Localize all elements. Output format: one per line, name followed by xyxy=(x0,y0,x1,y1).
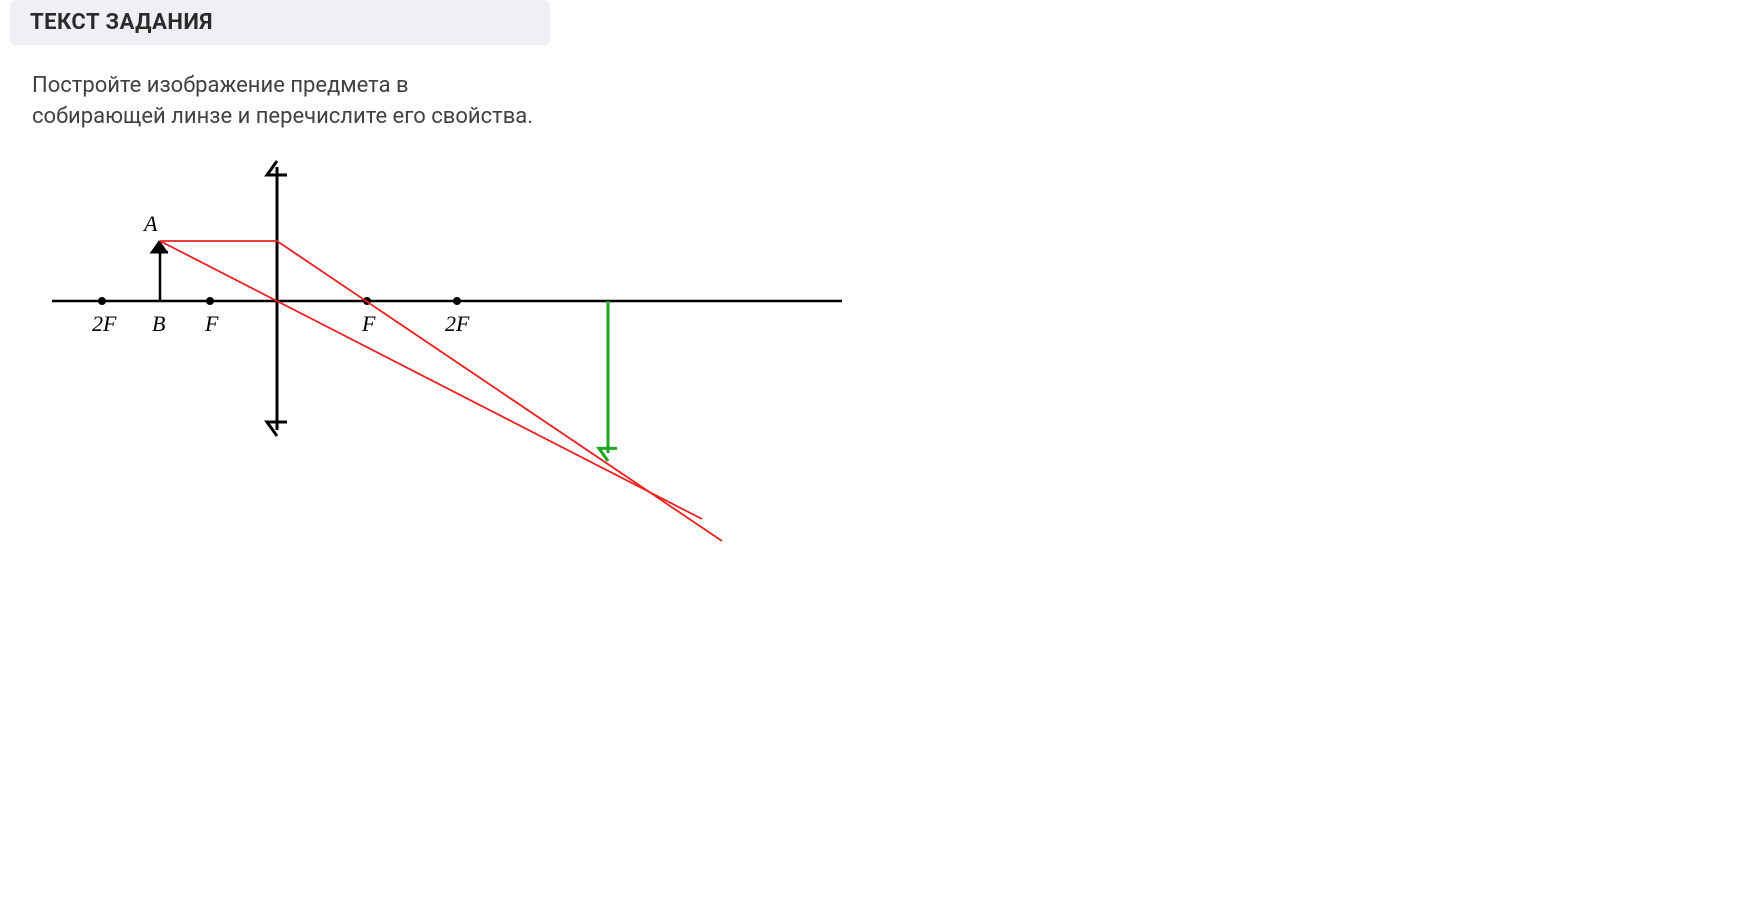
task-prompt: Постройте изображение предмета в собираю… xyxy=(32,71,592,133)
task-header-title: ТЕКСТ ЗАДАНИЯ xyxy=(30,10,530,35)
task-header: ТЕКСТ ЗАДАНИЯ xyxy=(10,0,550,45)
svg-text:A: A xyxy=(142,211,158,236)
svg-text:2F: 2F xyxy=(445,311,470,336)
prompt-line-2: собирающей линзе и перечислите его свойс… xyxy=(32,102,592,133)
lens-diagram: 2F F F 2F A B xyxy=(32,141,852,561)
prompt-line-1: Постройте изображение предмета в xyxy=(32,71,592,102)
diagram-svg: 2F F F 2F A B xyxy=(32,141,852,561)
svg-text:2F: 2F xyxy=(92,311,117,336)
svg-text:F: F xyxy=(361,311,376,336)
svg-text:B: B xyxy=(152,311,165,336)
svg-text:F: F xyxy=(204,311,219,336)
